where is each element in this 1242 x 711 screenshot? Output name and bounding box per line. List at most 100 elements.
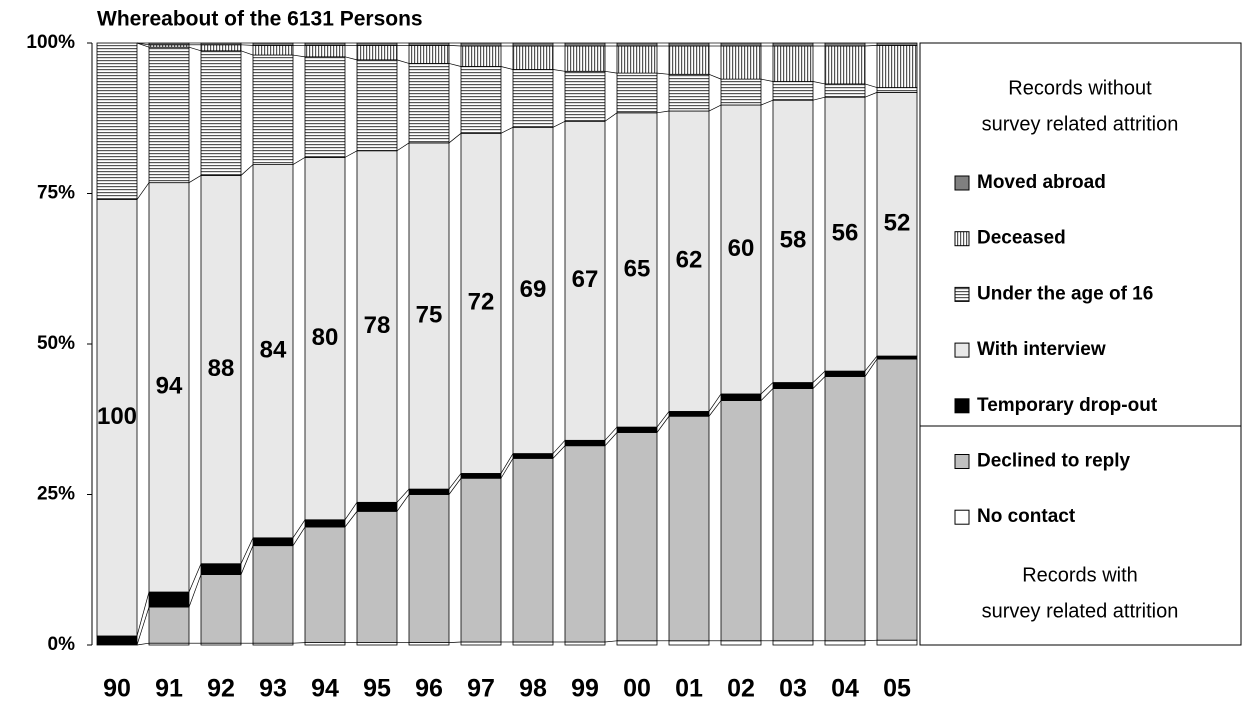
connector <box>344 502 358 520</box>
legend-heading: survey related attrition <box>982 600 1179 622</box>
connector <box>500 66 514 70</box>
connector <box>500 458 514 479</box>
connector <box>552 120 566 128</box>
connector <box>136 42 150 48</box>
data-label: 52 <box>884 210 911 237</box>
bar-segment <box>876 358 918 641</box>
bar-segment <box>616 432 658 642</box>
connector <box>396 142 410 152</box>
connector <box>864 639 878 642</box>
connector <box>396 488 410 503</box>
bar-segment <box>356 150 398 503</box>
connector <box>604 432 618 446</box>
legend-swatch <box>954 231 970 247</box>
connector <box>344 511 358 528</box>
data-label: 84 <box>260 337 287 364</box>
connector <box>448 641 462 643</box>
data-label: 78 <box>364 312 391 339</box>
legend-heading: Records without <box>1008 77 1152 99</box>
legend-swatch <box>954 454 970 469</box>
y-tick-label: 75% <box>37 183 75 204</box>
bar-segment <box>564 445 606 643</box>
connector <box>552 69 566 72</box>
connector <box>708 73 722 80</box>
x-tick-label: 97 <box>467 675 495 703</box>
bar-segment <box>876 639 918 646</box>
bar-segment <box>668 640 710 646</box>
bar-segment <box>720 45 762 80</box>
x-tick-label: 00 <box>623 675 651 703</box>
connector <box>760 78 774 82</box>
bar-segment <box>304 56 346 158</box>
bar-segment <box>564 439 606 447</box>
connector <box>656 110 670 114</box>
data-label: 58 <box>780 227 807 254</box>
connector <box>136 606 150 646</box>
bar-segment <box>96 199 138 637</box>
connector <box>708 400 722 417</box>
bar-segment <box>616 42 658 47</box>
x-tick-label: 04 <box>831 675 859 703</box>
bar-segment <box>460 477 502 643</box>
connector <box>292 642 306 644</box>
connector <box>812 370 826 383</box>
data-label: 67 <box>572 266 599 293</box>
connector <box>656 411 670 428</box>
legend-swatch <box>954 342 970 358</box>
bar-segment <box>408 488 450 495</box>
legend-label: With interview <box>977 339 1106 360</box>
bar-segment <box>148 182 190 593</box>
connector <box>500 453 514 474</box>
bar-segment <box>564 120 606 441</box>
x-tick-label: 03 <box>779 675 807 703</box>
bar-segment <box>772 42 814 47</box>
data-label: 65 <box>624 255 651 282</box>
bar-segment <box>824 370 866 377</box>
bar-segment <box>668 45 710 75</box>
connector <box>812 376 826 389</box>
connector <box>448 45 462 47</box>
bar-segment <box>252 164 294 539</box>
bar-segment <box>356 45 398 61</box>
bar-segment <box>200 44 242 52</box>
bar-segment <box>876 45 918 88</box>
connector <box>188 46 202 52</box>
bar-segment <box>96 42 138 200</box>
connector <box>396 494 410 512</box>
connector <box>708 393 722 412</box>
legend-label: Deceased <box>977 228 1066 249</box>
bar-segment <box>148 606 190 644</box>
legend-label: Declined to reply <box>977 451 1131 472</box>
bar-segment <box>668 42 710 47</box>
bar-segment <box>824 42 866 47</box>
bar-segment <box>772 388 814 642</box>
connector <box>188 175 202 183</box>
connector <box>760 382 774 395</box>
legend-box <box>919 42 1242 646</box>
connector <box>240 44 254 46</box>
legend-swatch <box>954 286 970 302</box>
bar-segment <box>304 519 346 528</box>
connector <box>864 45 878 47</box>
connector <box>864 92 878 98</box>
bar-segment <box>668 73 710 112</box>
bar-segment <box>408 494 450 643</box>
data-label: 88 <box>208 355 235 382</box>
connector <box>604 426 618 441</box>
data-label: 75 <box>416 301 443 328</box>
connector <box>656 72 670 75</box>
bar-segment <box>772 45 814 82</box>
bar-segment <box>512 45 554 70</box>
data-label: 72 <box>468 289 495 316</box>
bar-segment <box>772 81 814 101</box>
x-tick-label: 91 <box>155 675 183 703</box>
bar-segment <box>200 42 242 46</box>
bar-segment <box>460 42 502 47</box>
bar-segment <box>512 42 554 47</box>
connector <box>448 478 462 495</box>
bar-segment <box>876 355 918 360</box>
data-label: 60 <box>728 235 755 262</box>
bar-segment <box>200 563 242 575</box>
connector <box>604 70 618 74</box>
data-label: 100 <box>97 403 137 430</box>
